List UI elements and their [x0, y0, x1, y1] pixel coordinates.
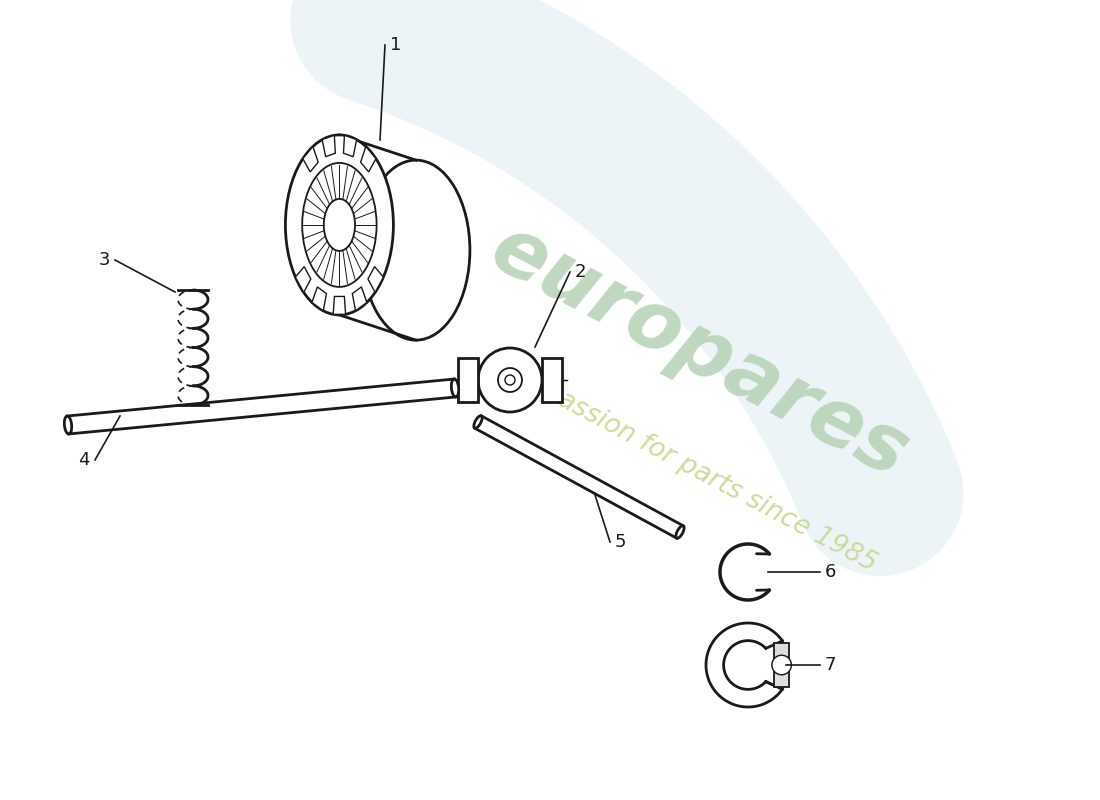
Ellipse shape: [675, 526, 684, 538]
Text: 4: 4: [78, 451, 90, 469]
Polygon shape: [302, 146, 318, 172]
Ellipse shape: [285, 135, 394, 315]
Circle shape: [505, 375, 515, 385]
Text: a passion for parts since 1985: a passion for parts since 1985: [517, 367, 880, 577]
Polygon shape: [333, 297, 345, 314]
Text: 6: 6: [825, 563, 836, 581]
Text: 2: 2: [575, 263, 586, 281]
Polygon shape: [420, 161, 433, 182]
Ellipse shape: [302, 163, 376, 287]
Text: 3: 3: [99, 251, 110, 269]
Polygon shape: [67, 379, 455, 434]
Circle shape: [498, 368, 522, 392]
Text: 7: 7: [825, 656, 836, 674]
Polygon shape: [352, 287, 367, 311]
Circle shape: [772, 655, 791, 674]
Polygon shape: [542, 358, 562, 402]
Circle shape: [478, 348, 542, 412]
Polygon shape: [343, 135, 356, 157]
Ellipse shape: [474, 416, 482, 428]
Polygon shape: [458, 230, 470, 251]
Polygon shape: [361, 146, 376, 172]
Text: 1: 1: [390, 36, 402, 54]
Polygon shape: [322, 135, 335, 157]
Polygon shape: [312, 287, 327, 311]
Polygon shape: [475, 416, 683, 538]
Polygon shape: [429, 312, 443, 336]
Polygon shape: [451, 197, 465, 222]
Polygon shape: [444, 292, 460, 318]
Text: europares: europares: [476, 210, 921, 494]
Polygon shape: [368, 266, 384, 293]
Ellipse shape: [362, 160, 470, 340]
Polygon shape: [455, 264, 469, 287]
Ellipse shape: [323, 199, 355, 251]
Ellipse shape: [64, 416, 72, 434]
Ellipse shape: [451, 379, 459, 397]
Text: 5: 5: [615, 533, 627, 551]
Polygon shape: [409, 322, 422, 339]
Polygon shape: [296, 266, 311, 293]
Polygon shape: [437, 172, 452, 197]
Polygon shape: [458, 358, 478, 402]
Polygon shape: [774, 643, 789, 686]
